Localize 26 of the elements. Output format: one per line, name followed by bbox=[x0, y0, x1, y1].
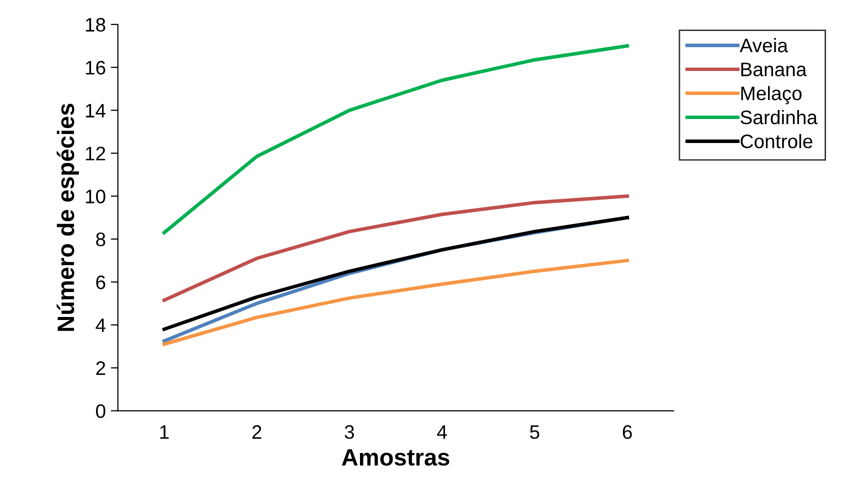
line-series bbox=[162, 258, 630, 346]
line-series bbox=[162, 194, 630, 302]
line-series bbox=[162, 44, 630, 234]
y-tick-label: 2 bbox=[96, 361, 106, 375]
y-tick-label: 14 bbox=[86, 104, 106, 118]
x-tick-label: 3 bbox=[344, 425, 354, 439]
x-tick-label: 2 bbox=[252, 425, 262, 439]
legend-label: Banana bbox=[741, 62, 807, 76]
y-tick-label: 6 bbox=[96, 275, 106, 290]
x-tick-label: 1 bbox=[160, 425, 169, 439]
legend-label: Controle bbox=[740, 134, 812, 148]
y-tick-label: 10 bbox=[86, 190, 106, 204]
legend-label: Melaço bbox=[741, 86, 802, 104]
y-axis-title: Número de espécies bbox=[56, 104, 79, 331]
x-tick-label: 6 bbox=[622, 425, 632, 439]
legend-label: Aveia bbox=[740, 38, 788, 52]
y-tick-label: 12 bbox=[86, 146, 106, 160]
x-axis-title: Amostras bbox=[342, 449, 450, 466]
x-tick-label: 5 bbox=[530, 425, 540, 439]
legend-label: Sardinha bbox=[740, 110, 818, 124]
y-tick-label: 16 bbox=[86, 60, 106, 75]
y-tick-label: 18 bbox=[86, 18, 106, 32]
y-tick-label: 4 bbox=[96, 318, 106, 332]
x-tick-label: 4 bbox=[437, 425, 447, 439]
y-tick-label: 0 bbox=[96, 404, 106, 418]
y-tick-label: 8 bbox=[96, 232, 106, 246]
